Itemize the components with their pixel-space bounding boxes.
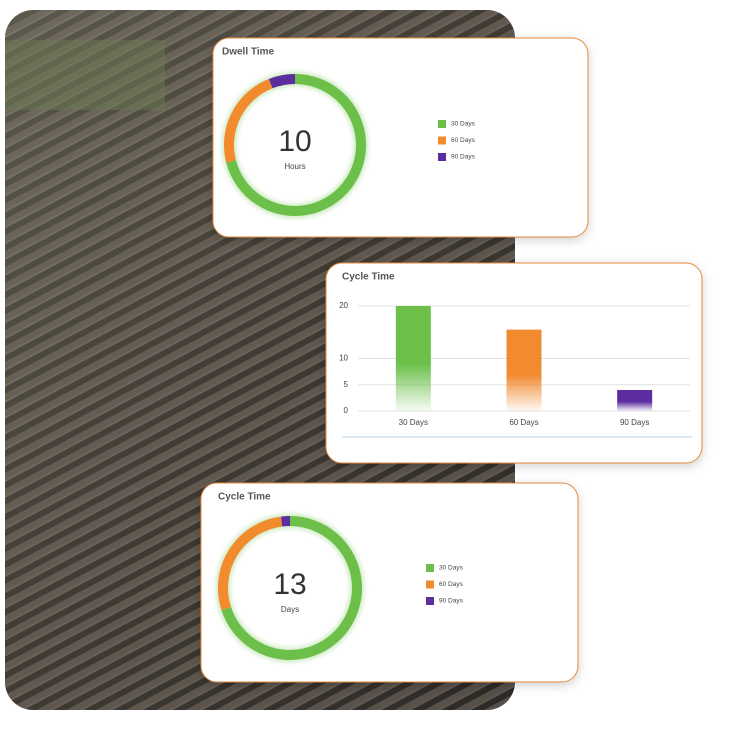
- legend-label: 30 Days: [439, 565, 464, 572]
- legend-swatch: [438, 153, 446, 161]
- donut-segment: [268, 74, 296, 89]
- charts: Dwell Time 10 Hours 30 Days 60 Days 90 Days Cy…: [216, 47, 690, 662]
- legend-label: 60 Days: [451, 137, 476, 144]
- y-tick-label: 0: [344, 406, 349, 415]
- legend-label: 60 Days: [439, 581, 464, 588]
- center-value: 13: [273, 568, 306, 601]
- legend-label: 90 Days: [451, 154, 476, 161]
- bar: [395, 306, 431, 411]
- card-title: Cycle Time: [342, 272, 395, 283]
- y-tick-label: 10: [339, 354, 348, 363]
- legend-swatch: [426, 564, 434, 572]
- legend-swatch: [426, 597, 434, 605]
- y-tick-label: 5: [344, 380, 349, 389]
- bar: [617, 390, 653, 411]
- legend-swatch: [438, 136, 446, 145]
- donut-segment: [221, 516, 362, 660]
- card: [212, 37, 589, 238]
- card: [200, 482, 579, 683]
- legend-swatch: [438, 120, 446, 128]
- y-tick-label: 20: [339, 301, 348, 310]
- center-value: 10: [278, 125, 311, 158]
- x-tick-label: 30 Days: [399, 418, 428, 427]
- legend-label: 90 Days: [439, 598, 464, 605]
- donut-segment: [226, 74, 366, 216]
- legend-swatch: [426, 580, 434, 589]
- donut-segment: [224, 78, 273, 163]
- x-tick-label: 90 Days: [620, 418, 649, 427]
- donut-segment: [218, 516, 283, 611]
- center-label: Hours: [284, 162, 305, 171]
- photo-field: [5, 40, 165, 110]
- card-title: Dwell Time: [222, 47, 274, 58]
- bar: [506, 329, 542, 411]
- x-tick-label: 60 Days: [509, 418, 538, 427]
- card-title: Cycle Time: [218, 492, 271, 503]
- center-label: Days: [281, 605, 299, 614]
- legend-label: 30 Days: [451, 121, 476, 128]
- donut-segment: [280, 516, 291, 527]
